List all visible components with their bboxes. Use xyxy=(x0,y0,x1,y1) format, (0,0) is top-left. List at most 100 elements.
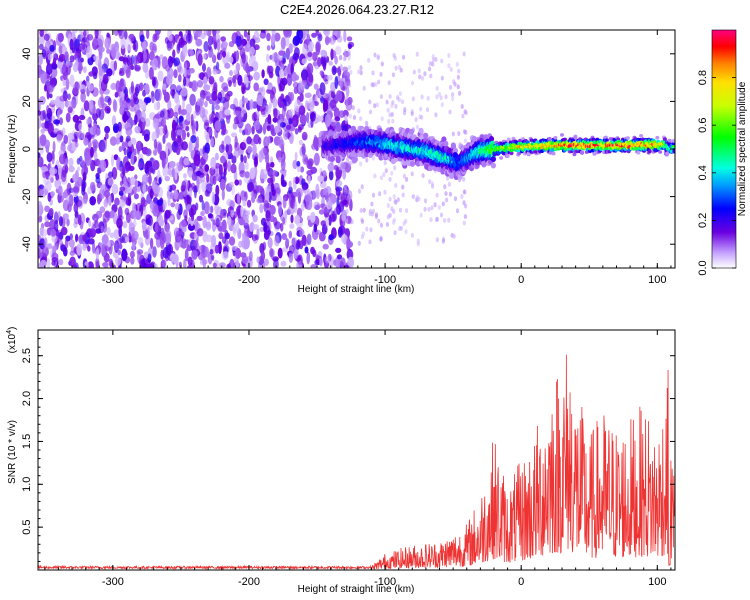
noise-cell xyxy=(247,145,253,154)
noise-cell xyxy=(237,192,241,205)
noise-cell xyxy=(146,226,150,239)
noise-cell xyxy=(202,63,206,72)
noise-cell xyxy=(346,196,350,201)
noise-cell xyxy=(170,202,176,208)
noise-cell xyxy=(78,61,82,75)
noise-cell xyxy=(457,68,461,74)
noise-cell xyxy=(59,117,63,125)
noise-cell xyxy=(298,126,302,133)
noise-cell xyxy=(313,201,321,211)
noise-cell xyxy=(279,139,285,149)
noise-cell xyxy=(440,75,444,81)
noise-cell xyxy=(89,146,94,158)
noise-cell xyxy=(201,179,207,193)
noise-cell xyxy=(294,151,298,162)
noise-cell xyxy=(207,213,213,219)
noise-cell xyxy=(197,53,203,66)
noise-cell xyxy=(188,207,194,218)
noise-cell xyxy=(125,126,133,136)
noise-cell xyxy=(334,55,338,65)
noise-cell xyxy=(106,68,113,77)
noise-cell xyxy=(51,235,58,243)
noise-cell xyxy=(52,141,56,153)
noise-cell xyxy=(206,220,211,228)
noise-cell xyxy=(242,106,247,114)
noise-cell xyxy=(93,36,100,46)
noise-cell xyxy=(244,123,252,136)
noise-cell xyxy=(435,192,439,198)
noise-cell xyxy=(98,49,103,60)
noise-cell xyxy=(171,168,175,178)
noise-cell xyxy=(170,184,177,191)
noise-cell xyxy=(291,114,299,128)
noise-cell xyxy=(310,264,318,268)
noise-cell xyxy=(272,97,278,109)
noise-cell xyxy=(47,85,54,93)
noise-cell xyxy=(186,194,192,206)
noise-cell xyxy=(69,38,74,51)
noise-cell xyxy=(259,32,266,39)
noise-cell xyxy=(401,184,405,190)
noise-cell xyxy=(321,224,328,235)
noise-cell xyxy=(335,90,343,102)
noise-cell xyxy=(156,88,162,102)
noise-cell xyxy=(202,231,208,243)
noise-cell xyxy=(72,186,79,193)
noise-cell xyxy=(141,257,147,268)
noise-cell xyxy=(288,230,293,239)
noise-cell xyxy=(391,72,395,78)
noise-cell xyxy=(462,220,466,226)
noise-cell xyxy=(203,122,210,131)
noise-cell xyxy=(181,242,187,249)
noise-cell xyxy=(123,54,127,65)
noise-cell xyxy=(365,226,369,232)
noise-cell xyxy=(121,67,125,74)
noise-cell xyxy=(158,177,162,185)
noise-cell xyxy=(449,67,453,72)
noise-cell xyxy=(156,199,163,206)
noise-cell xyxy=(232,122,238,130)
noise-cell xyxy=(256,256,260,264)
noise-cell xyxy=(110,60,116,71)
noise-cell xyxy=(271,86,277,96)
noise-cell xyxy=(153,184,161,194)
noise-cell xyxy=(70,99,77,109)
noise-cell xyxy=(234,179,240,186)
noise-cell xyxy=(369,227,373,233)
noise-cell xyxy=(110,209,115,218)
noise-cell xyxy=(224,109,231,116)
noise-cell xyxy=(39,134,47,147)
noise-cell xyxy=(72,114,80,123)
noise-cell xyxy=(296,187,303,199)
noise-cell xyxy=(388,94,392,99)
noise-cell xyxy=(324,256,330,264)
noise-cell xyxy=(135,210,142,220)
noise-cell xyxy=(301,182,309,191)
noise-cell xyxy=(232,75,236,84)
noise-cell xyxy=(279,122,286,128)
noise-cell xyxy=(331,65,337,76)
noise-cell xyxy=(81,37,86,50)
noise-cell xyxy=(77,214,82,226)
noise-cell xyxy=(291,71,297,82)
noise-cell xyxy=(80,91,86,103)
noise-cell xyxy=(203,76,208,86)
noise-cell xyxy=(261,173,267,180)
noise-cell xyxy=(435,86,439,91)
noise-cell xyxy=(344,264,350,268)
noise-cell xyxy=(44,113,52,124)
noise-cell xyxy=(167,169,173,176)
noise-cell xyxy=(349,69,353,75)
noise-cell xyxy=(139,34,145,43)
noise-cell xyxy=(396,197,400,203)
noise-cell xyxy=(161,259,167,268)
noise-cell xyxy=(146,30,150,40)
noise-cell xyxy=(253,134,259,145)
noise-cell xyxy=(173,57,180,66)
noise-cell xyxy=(447,53,451,58)
noise-cell xyxy=(382,172,386,178)
noise-cell xyxy=(67,93,71,100)
noise-cell xyxy=(394,65,398,71)
noise-cell xyxy=(46,104,50,114)
